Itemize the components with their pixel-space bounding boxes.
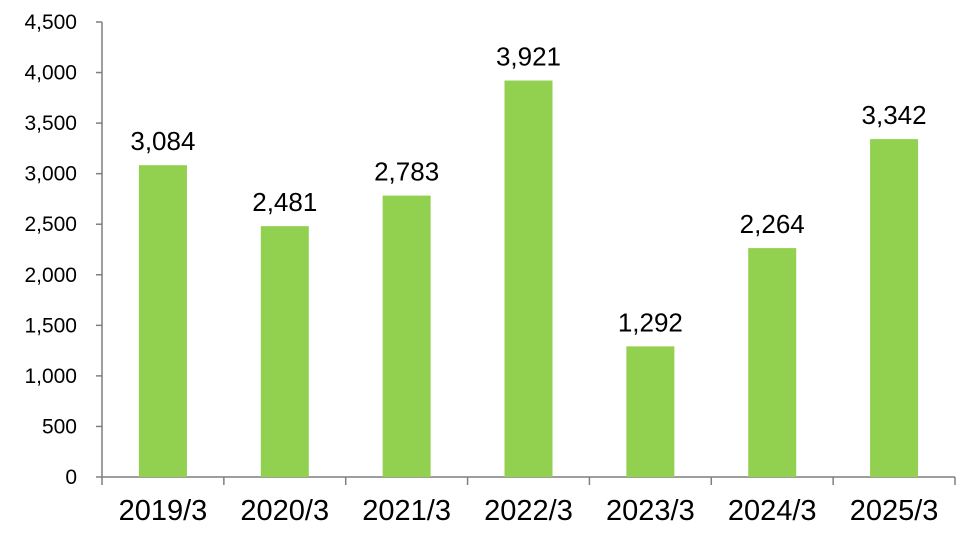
y-tick-label: 3,500	[24, 112, 77, 135]
y-tick-label: 3,000	[24, 163, 77, 186]
data-label: 1,292	[618, 307, 683, 337]
x-tick-label: 2020/3	[240, 495, 329, 527]
data-label: 3,342	[862, 100, 927, 130]
y-tick-label: 4,000	[24, 62, 77, 85]
bar	[748, 248, 797, 477]
bar	[870, 139, 919, 477]
y-tick-label: 1,000	[24, 365, 77, 388]
y-tick-label: 2,000	[24, 264, 77, 287]
x-tick-label: 2021/3	[362, 495, 451, 527]
data-label: 2,783	[374, 157, 439, 187]
x-tick-label: 2023/3	[606, 495, 695, 527]
x-tick-label: 2019/3	[119, 495, 208, 527]
data-label: 3,921	[496, 42, 561, 72]
x-tick-label: 2022/3	[484, 495, 573, 527]
x-tick-label: 2025/3	[850, 495, 939, 527]
data-label: 3,084	[130, 126, 195, 156]
bar	[504, 80, 553, 477]
data-labels: 3,084 2,481 2,783 3,921 1,292 2,264 3,342	[130, 42, 926, 338]
bar	[626, 346, 675, 477]
bar	[260, 226, 309, 477]
y-tick-label: 4,500	[24, 11, 77, 34]
y-axis: 0 500 1,000 1,500 2,000 2,500 3,000 3,500 4,000 4…	[24, 11, 103, 489]
y-tick-label: 0	[65, 466, 77, 489]
bars	[138, 80, 919, 477]
bar	[138, 165, 187, 477]
y-tick-label: 2,500	[24, 213, 77, 236]
data-label: 2,264	[740, 209, 805, 239]
x-tick-label: 2024/3	[728, 495, 817, 527]
x-axis: 2019/3 2020/3 2021/3 2022/3 2023/3 2024/3 2025…	[101, 476, 956, 527]
y-tick-label: 1,500	[24, 314, 77, 337]
bar	[382, 195, 431, 477]
data-label: 2,481	[252, 187, 317, 217]
y-tick-label: 500	[42, 415, 77, 438]
